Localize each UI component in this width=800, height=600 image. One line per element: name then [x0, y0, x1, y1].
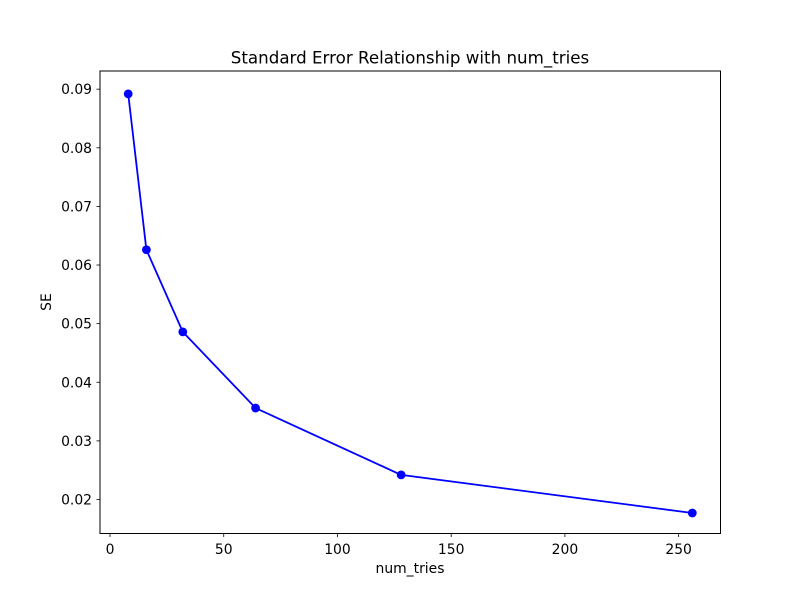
y-tick-label: 0.04 [61, 375, 92, 391]
chart-title: Standard Error Relationship with num_tri… [231, 48, 589, 69]
data-point [251, 403, 260, 413]
y-tick-label: 0.06 [61, 258, 92, 274]
x-tick-label: 100 [324, 542, 351, 558]
y-tick-label: 0.02 [61, 493, 92, 509]
x-tick-label: 250 [665, 542, 692, 558]
data-point [396, 470, 406, 480]
data-point [142, 245, 151, 255]
data-point [123, 89, 133, 99]
y-axis-label: SE [39, 293, 55, 311]
data-line [127, 92, 694, 514]
y-tick-label: 0.09 [61, 82, 92, 98]
y-tick-label: 0.05 [61, 317, 92, 333]
data-point [178, 327, 188, 337]
axes-spines [99, 70, 721, 534]
y-tick-label: 0.07 [61, 199, 92, 215]
data-point [687, 508, 697, 518]
x-tick-label: 150 [438, 542, 465, 558]
x-tick-label: 0 [106, 542, 115, 558]
y-tick-label: 0.08 [61, 141, 92, 157]
x-tick-label: 50 [215, 542, 233, 558]
x-tick-label: 200 [552, 542, 579, 558]
x-axis-label: num_tries [376, 561, 445, 577]
y-tick-label: 0.03 [61, 434, 92, 450]
